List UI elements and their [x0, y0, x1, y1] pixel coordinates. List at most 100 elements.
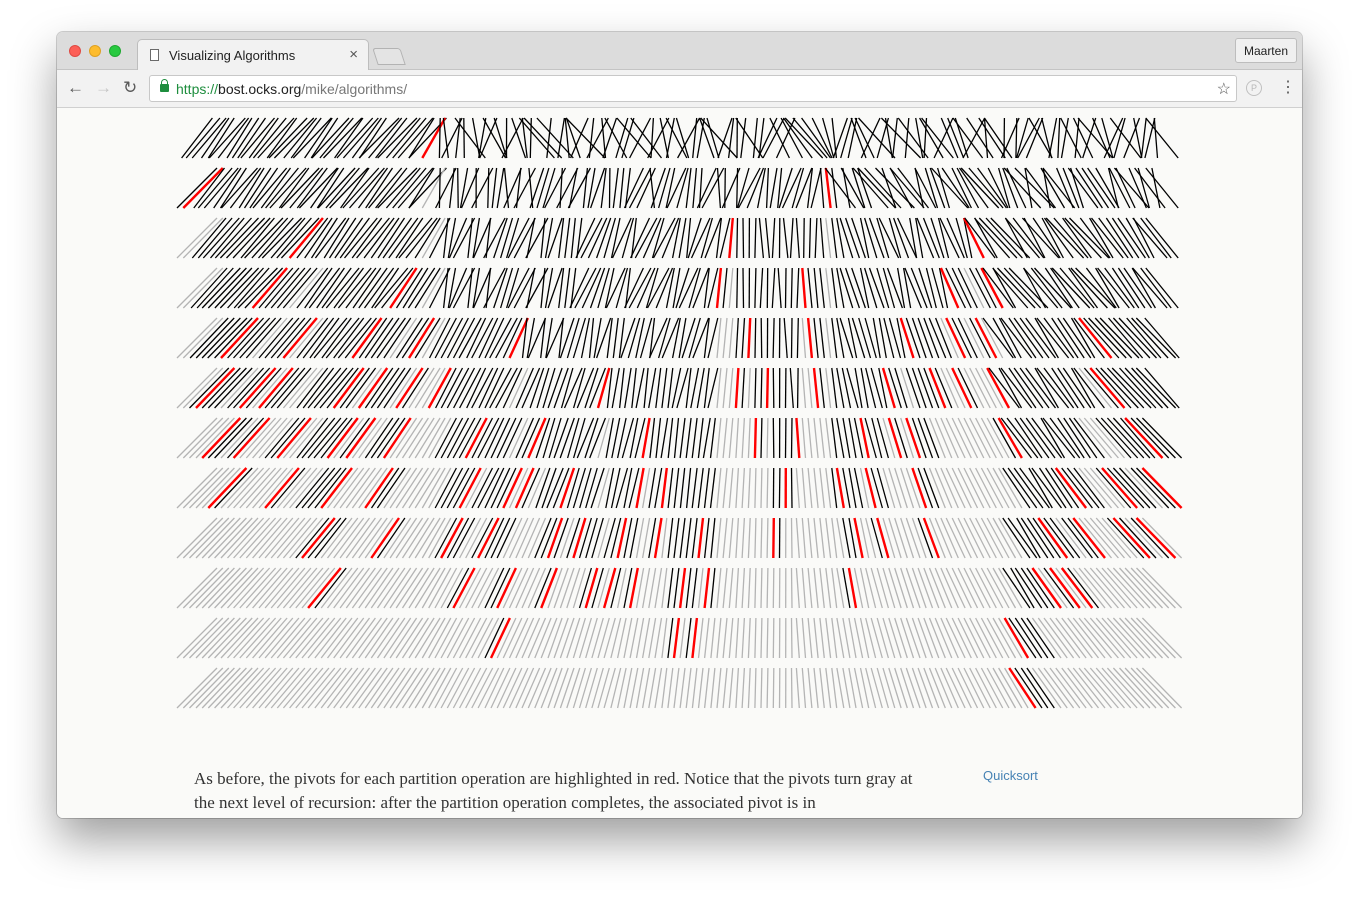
element-line [489, 317, 512, 359]
element-line [974, 217, 998, 259]
element-line [914, 167, 937, 209]
element-line [584, 367, 599, 409]
element-line [452, 617, 476, 659]
element-line [819, 467, 825, 509]
element-line [1130, 667, 1170, 709]
window-maximize-icon[interactable] [109, 45, 121, 57]
element-line [619, 167, 625, 209]
element-line [496, 617, 517, 659]
element-line [716, 517, 722, 559]
element-line [547, 617, 563, 659]
pivot-line [421, 117, 447, 159]
pivot-line [691, 617, 699, 659]
address-bar[interactable]: https://bost.ocks.org/mike/algorithms/ ☆ [149, 75, 1237, 102]
tab-visualizing-algorithms[interactable]: Visualizing Algorithms × [137, 39, 369, 71]
element-line [1118, 317, 1157, 359]
element-line [839, 217, 854, 259]
element-line [611, 417, 621, 459]
element-line [642, 217, 662, 259]
element-line [819, 617, 825, 659]
element-line [233, 667, 271, 709]
new-tab-button[interactable] [372, 48, 406, 65]
element-line [515, 367, 534, 409]
element-line [741, 417, 746, 459]
element-line [859, 517, 870, 559]
element-line [1026, 617, 1055, 659]
element-line [345, 667, 376, 709]
extension-icon[interactable]: P [1246, 80, 1262, 96]
element-line [998, 367, 1023, 409]
profile-button[interactable]: Maarten [1234, 38, 1297, 63]
element-line [196, 267, 234, 309]
element-line [610, 217, 621, 259]
element-line [434, 517, 458, 559]
reload-icon[interactable]: ↻ [123, 78, 138, 97]
element-line [747, 667, 751, 709]
element-line [1120, 417, 1156, 459]
element-line [1038, 467, 1067, 509]
element-line [917, 617, 934, 659]
menu-icon[interactable]: ⋮ [1280, 79, 1296, 96]
element-line [508, 367, 529, 409]
element-line [452, 467, 476, 509]
element-line [1132, 217, 1168, 259]
element-line [452, 667, 476, 709]
element-line [710, 517, 716, 559]
page-icon [150, 49, 159, 61]
element-line [364, 567, 394, 609]
element-line [220, 517, 259, 559]
element-line [191, 217, 227, 259]
element-line [540, 617, 558, 659]
element-line [270, 617, 306, 659]
pivot-line [765, 367, 770, 409]
element-line [337, 317, 372, 359]
element-line [1136, 467, 1176, 509]
element-line [471, 667, 494, 709]
element-line [697, 567, 704, 609]
element-line [521, 467, 541, 509]
element-line [408, 617, 435, 659]
element-line [239, 617, 277, 659]
element-line [314, 617, 347, 659]
element-line [345, 267, 377, 309]
pivot-line [440, 517, 464, 559]
element-line [678, 267, 699, 309]
element-line [635, 617, 645, 659]
element-line [648, 617, 657, 659]
element-line [245, 467, 282, 509]
element-line [836, 517, 845, 559]
element-line [957, 667, 979, 709]
element-line [440, 567, 464, 609]
element-line [258, 617, 294, 659]
element-line [1078, 517, 1113, 559]
element-line [579, 467, 592, 509]
element-line [934, 467, 953, 509]
back-arrow-icon[interactable]: ← [67, 78, 84, 97]
element-line [233, 617, 271, 659]
element-line [569, 267, 590, 309]
pivot-line [835, 467, 845, 509]
window-close-icon[interactable] [69, 45, 81, 57]
element-line [1025, 167, 1057, 209]
forward-arrow-icon[interactable]: → [95, 78, 112, 97]
element-line [307, 367, 342, 409]
quicksort-visualization [176, 117, 1183, 709]
quicksort-link[interactable]: Quicksort [983, 768, 1038, 783]
element-line [747, 517, 751, 559]
element-line [911, 617, 927, 659]
element-line [408, 667, 435, 709]
element-line [646, 267, 670, 309]
element-line [832, 117, 849, 159]
element-line [819, 517, 825, 559]
pivot-line [974, 317, 998, 359]
element-line [1074, 117, 1080, 159]
pivot-line [928, 367, 947, 409]
element-line [292, 117, 332, 159]
element-line [591, 567, 604, 609]
bookmark-star-icon[interactable]: ☆ [1216, 81, 1231, 98]
tab-close-icon[interactable]: × [349, 46, 358, 63]
element-line [791, 167, 805, 209]
window-minimize-icon[interactable] [89, 45, 101, 57]
url-text[interactable]: https://bost.ocks.org/mike/algorithms/ [176, 81, 407, 97]
element-line [203, 167, 239, 209]
